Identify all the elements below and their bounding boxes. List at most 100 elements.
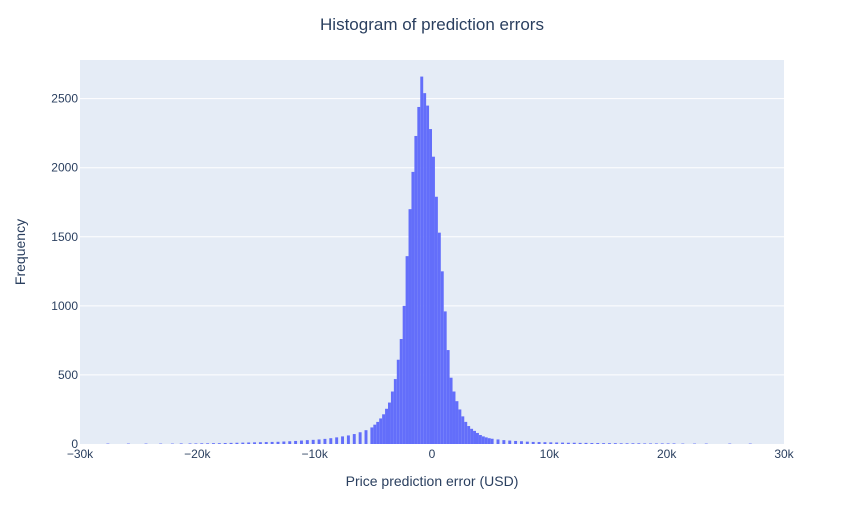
histogram-bar xyxy=(631,443,635,444)
histogram-bar xyxy=(385,408,388,444)
histogram-bar xyxy=(440,271,444,444)
histogram-bar xyxy=(258,442,262,444)
x-tick-label: 0 xyxy=(429,447,436,461)
histogram-bar xyxy=(487,438,491,444)
histogram-bar xyxy=(335,437,339,444)
histogram-bar xyxy=(329,438,333,444)
histogram-bar xyxy=(549,442,553,444)
histogram-bar xyxy=(619,443,623,444)
y-tick-label: 2000 xyxy=(51,161,78,175)
histogram-bar xyxy=(373,424,377,444)
y-tick-label: 0 xyxy=(71,437,78,451)
histogram-bar xyxy=(432,156,435,444)
histogram-bar xyxy=(484,437,488,444)
x-tick-label: 10k xyxy=(540,447,560,461)
histogram-bar xyxy=(390,391,394,444)
histogram-bar xyxy=(508,440,512,444)
histogram-bar xyxy=(364,430,368,444)
histogram-bar xyxy=(446,350,450,444)
histogram-bar xyxy=(458,409,462,444)
histogram-bar xyxy=(179,443,183,444)
y-tick-label: 1000 xyxy=(51,299,78,313)
histogram-bar xyxy=(423,93,427,445)
histogram-bar xyxy=(478,435,482,444)
histogram-bar xyxy=(229,442,233,444)
histogram-bar xyxy=(464,421,468,444)
histogram-bar xyxy=(217,443,221,444)
histogram-bar xyxy=(194,443,198,444)
x-tick-label: 20k xyxy=(657,447,677,461)
histogram-bar xyxy=(270,441,274,444)
chart-title: Histogram of prediction errors xyxy=(320,15,544,34)
histogram-bar xyxy=(247,442,251,444)
histogram-bar xyxy=(476,432,479,444)
histogram-bar xyxy=(561,442,564,444)
histogram-bar xyxy=(643,443,647,444)
histogram-bar xyxy=(520,441,523,444)
histogram-bar xyxy=(379,418,383,444)
x-tick-label: 30k xyxy=(774,447,794,461)
histogram-bar xyxy=(426,105,430,444)
x-tick-label: −30k xyxy=(67,447,94,461)
histogram-bar xyxy=(235,442,239,444)
histogram-bar xyxy=(200,443,204,444)
histogram-bar xyxy=(537,442,541,444)
histogram-bar xyxy=(625,443,629,444)
histogram-bar xyxy=(584,442,588,444)
histogram-bar xyxy=(188,443,192,444)
histogram-bar xyxy=(449,377,453,444)
histogram-bar xyxy=(282,441,286,444)
histogram-bar xyxy=(253,442,256,444)
y-axis-ticks: 0 500 1000 1500 2000 2500 xyxy=(51,92,78,451)
histogram-bar xyxy=(411,171,415,444)
histogram-bar xyxy=(408,209,412,444)
histogram-bars xyxy=(106,76,752,445)
histogram-bar xyxy=(300,440,303,444)
histogram-bar xyxy=(429,129,432,444)
histogram-bar xyxy=(525,441,529,444)
histogram-bar xyxy=(346,435,350,444)
histogram-bar xyxy=(572,442,576,444)
histogram-bar xyxy=(288,441,292,444)
histogram-bar xyxy=(590,443,594,444)
histogram-bar xyxy=(352,434,356,444)
histogram-bar xyxy=(399,339,403,444)
histogram-bar xyxy=(241,442,245,444)
histogram-bar xyxy=(555,442,559,444)
histogram-bar xyxy=(206,443,210,444)
histogram-bar xyxy=(461,416,465,444)
histogram-bar xyxy=(323,438,327,444)
histogram-bar xyxy=(358,432,362,444)
histogram-bar xyxy=(543,442,547,444)
histogram-bar xyxy=(502,440,506,444)
histogram-bar xyxy=(405,256,409,444)
histogram-bar xyxy=(566,442,570,444)
histogram-bar xyxy=(294,440,298,444)
histogram-bar xyxy=(531,441,535,444)
histogram-bar xyxy=(455,401,459,444)
histogram-bar xyxy=(388,402,391,444)
histogram-bar xyxy=(637,443,641,444)
histogram-bar xyxy=(613,443,617,444)
histogram-bar xyxy=(393,379,397,444)
histogram-bar xyxy=(276,441,280,444)
histogram-bar xyxy=(212,443,215,444)
histogram-bar xyxy=(467,426,471,444)
histogram-bar xyxy=(490,438,494,444)
histogram-bar xyxy=(473,430,476,444)
histogram-bar xyxy=(402,305,406,444)
histogram-bar xyxy=(370,427,374,444)
histogram-bar xyxy=(496,439,500,444)
histogram-bar xyxy=(672,443,676,444)
histogram-bar xyxy=(341,436,344,444)
histogram-bar xyxy=(649,443,652,444)
histogram-bar xyxy=(382,414,386,444)
histogram-bar xyxy=(514,440,518,444)
histogram-bar xyxy=(666,443,670,444)
histogram-bar xyxy=(414,135,418,444)
histogram-bar xyxy=(452,391,456,444)
histogram-bar xyxy=(443,311,447,444)
histogram-bar xyxy=(417,106,421,445)
histogram-bar xyxy=(376,421,380,444)
